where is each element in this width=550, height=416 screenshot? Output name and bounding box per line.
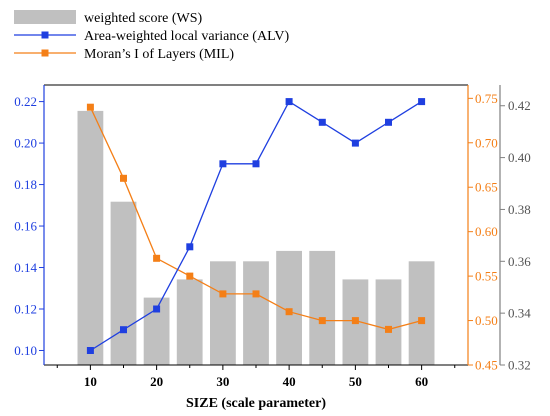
left-tick-label: 0.18: [14, 177, 37, 192]
mil-point: [285, 308, 293, 316]
x-tick-label: 30: [216, 374, 229, 389]
ws-bar: [110, 201, 137, 365]
alv-point: [153, 305, 161, 313]
left-tick-label: 0.10: [14, 343, 37, 358]
mil-tick-label: 0.75: [475, 91, 498, 106]
alv-point: [418, 98, 426, 106]
mil-point: [318, 317, 326, 325]
legend-mil-marker: [41, 49, 49, 57]
mil-point: [418, 317, 426, 325]
legend-ws-swatch: [14, 10, 76, 24]
mil-point: [252, 290, 260, 298]
mil-point: [351, 317, 359, 325]
mil-tick-label: 0.65: [475, 180, 498, 195]
mil-tick-label: 0.45: [475, 358, 498, 373]
ws-tick-label: 0.38: [508, 202, 531, 217]
x-tick-label: 50: [349, 374, 362, 389]
ws-bar: [77, 110, 104, 366]
ws-tick-label: 0.40: [508, 150, 531, 165]
ws-bar: [375, 279, 402, 365]
mil-point: [186, 272, 194, 280]
ws-bar: [243, 261, 269, 365]
ws-bar: [210, 261, 236, 365]
left-tick-label: 0.12: [14, 302, 37, 317]
left-tick-label: 0.22: [14, 94, 37, 109]
legend-ws-label: weighted score (WS): [84, 11, 203, 26]
alv-point: [385, 118, 392, 126]
ws-tick-label: 0.42: [508, 98, 531, 113]
ws-tick-label: 0.32: [508, 358, 531, 373]
legend-alv-label: Area-weighted local variance (ALV): [84, 29, 289, 44]
alv-point: [186, 243, 194, 251]
alv-point: [219, 160, 227, 168]
alv-point: [86, 347, 94, 354]
ws-bar: [176, 279, 203, 365]
mil-tick-label: 0.55: [475, 269, 498, 284]
left-tick-label: 0.20: [14, 136, 37, 151]
ws-bar: [276, 250, 302, 365]
x-tick-label: 10: [84, 374, 97, 389]
alv-point: [318, 118, 326, 126]
legend-mil-label: Moran’s I of Layers (MIL): [84, 47, 234, 62]
mil-point: [153, 254, 161, 262]
x-tick-label: 60: [415, 374, 428, 389]
alv-point: [351, 139, 359, 147]
ws-bar: [408, 261, 435, 365]
mil-tick-label: 0.70: [475, 135, 498, 150]
ws-bar: [309, 250, 336, 365]
ws-tick-label: 0.36: [508, 254, 531, 269]
mil-point: [86, 103, 94, 111]
ws-tick-label: 0.34: [508, 306, 531, 321]
left-tick-label: 0.14: [14, 260, 37, 275]
mil-tick-label: 0.60: [475, 224, 498, 239]
legend-alv-marker: [41, 31, 49, 39]
mil-point: [120, 174, 127, 182]
x-axis-label: SIZE (scale parameter): [186, 396, 326, 411]
left-tick-label: 0.16: [14, 219, 37, 234]
mil-point: [385, 325, 392, 333]
mil-tick-label: 0.50: [475, 313, 498, 328]
alv-point: [285, 98, 293, 106]
mil-point: [219, 290, 227, 298]
alv-point: [120, 326, 127, 334]
x-tick-label: 20: [150, 374, 163, 389]
alv-point: [252, 160, 260, 168]
x-tick-label: 40: [283, 374, 296, 389]
